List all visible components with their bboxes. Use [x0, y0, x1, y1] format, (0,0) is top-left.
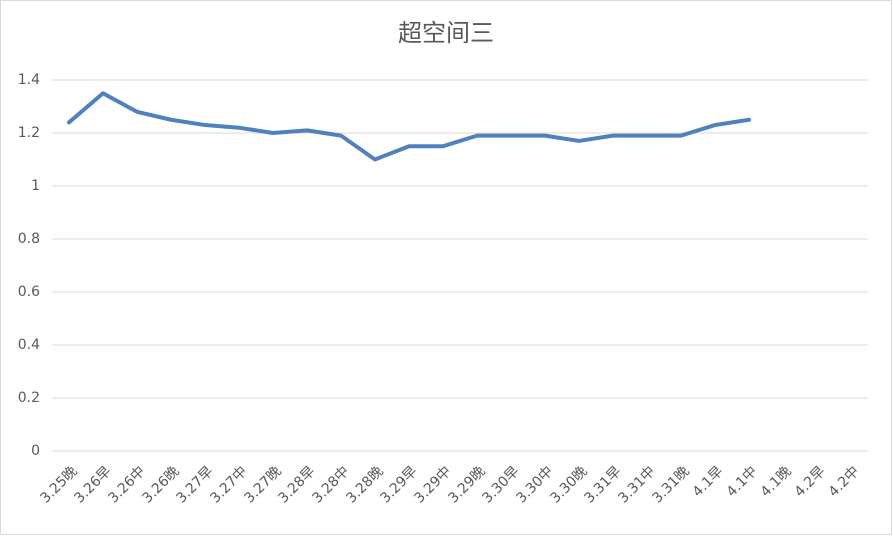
y-tick-label: 0	[31, 443, 40, 459]
y-tick-label: 0.8	[18, 231, 40, 247]
y-tick-label: 0.2	[18, 390, 40, 406]
line	[67, 91, 751, 162]
chart-title: 超空间三	[398, 19, 494, 47]
y-tick-label: 1	[31, 178, 40, 194]
y-tick-label: 1.4	[18, 72, 40, 88]
y-tick-label: 0.4	[18, 337, 40, 353]
y-tick-label: 1.2	[18, 125, 40, 141]
y-tick-label: 0.6	[18, 284, 40, 300]
